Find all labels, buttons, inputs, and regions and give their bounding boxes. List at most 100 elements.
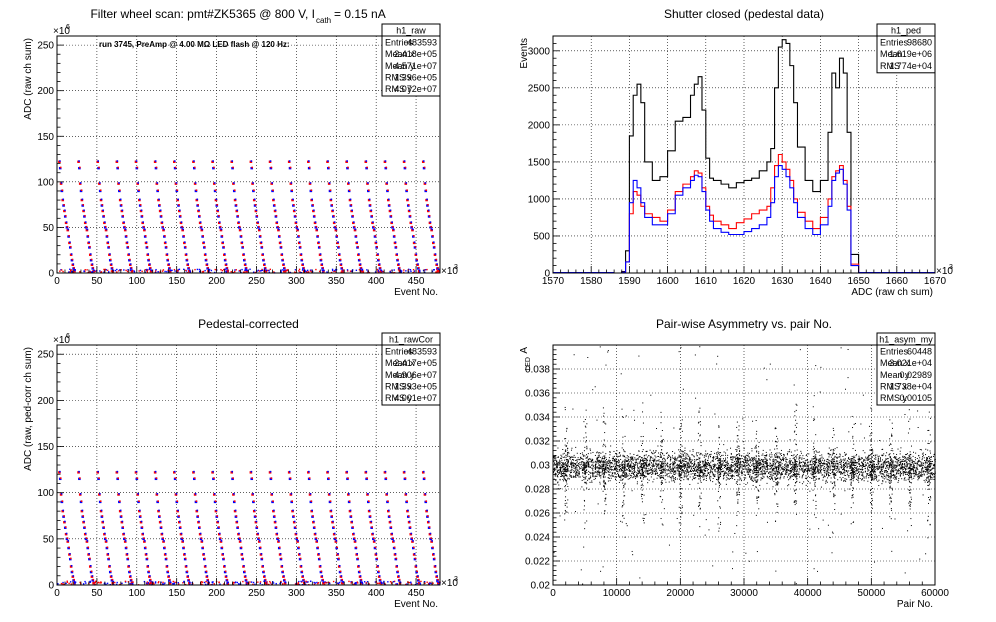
data-point — [651, 473, 653, 475]
x-tick-label: 200 — [208, 588, 225, 599]
y-tick-label: 500 — [533, 231, 550, 242]
data-point — [155, 268, 157, 271]
data-point — [648, 473, 650, 475]
data-point — [766, 466, 768, 468]
data-point — [583, 465, 585, 467]
data-point — [625, 468, 627, 470]
data-point — [802, 466, 804, 468]
data-point — [339, 570, 342, 573]
data-point — [594, 471, 596, 473]
data-point — [883, 453, 885, 455]
data-point — [894, 464, 896, 466]
data-point — [906, 465, 908, 467]
y-tick-label: 2500 — [528, 83, 551, 94]
data-point — [346, 470, 348, 473]
data-point — [921, 453, 923, 455]
data-point — [863, 480, 865, 482]
data-point — [836, 463, 838, 465]
data-point — [310, 269, 312, 271]
data-point — [200, 225, 203, 228]
data-point — [683, 473, 685, 475]
data-point — [778, 473, 780, 475]
data-point — [670, 476, 672, 478]
data-point — [899, 475, 901, 477]
data-point — [628, 466, 630, 468]
data-point — [646, 473, 648, 475]
data-point — [406, 583, 408, 585]
data-point — [783, 466, 785, 468]
data-point — [896, 462, 898, 464]
data-point — [251, 166, 254, 169]
data-point — [904, 464, 906, 466]
data-point — [699, 471, 701, 473]
data-point — [670, 463, 672, 465]
data-point — [776, 455, 778, 457]
x-tick-label: 200 — [208, 276, 225, 287]
data-point — [896, 465, 898, 467]
data-point — [695, 470, 697, 472]
data-point — [434, 565, 437, 567]
data-point — [613, 450, 615, 452]
data-point — [627, 478, 629, 480]
data-point — [664, 461, 666, 463]
data-point — [909, 464, 911, 466]
data-point — [263, 258, 265, 261]
data-point — [665, 464, 667, 466]
data-point — [263, 580, 265, 583]
data-point — [599, 473, 601, 475]
data-point — [875, 457, 877, 459]
data-point — [624, 474, 626, 476]
data-point — [418, 578, 420, 581]
data-point — [866, 473, 868, 475]
data-point — [271, 182, 273, 184]
data-point — [624, 464, 626, 466]
data-point — [868, 456, 870, 458]
data-point — [740, 480, 742, 482]
data-point — [357, 245, 359, 248]
data-point — [654, 455, 656, 457]
data-point — [270, 477, 273, 479]
data-point — [724, 472, 726, 474]
data-point — [185, 565, 188, 567]
data-point — [89, 580, 91, 583]
data-point — [331, 268, 334, 271]
data-point — [252, 583, 254, 586]
data-point — [753, 479, 755, 481]
data-point — [224, 253, 226, 255]
data-point — [199, 270, 201, 273]
data-point — [309, 182, 312, 184]
data-point — [156, 182, 159, 184]
data-point — [69, 241, 71, 243]
data-point — [666, 469, 668, 471]
data-point — [587, 479, 589, 481]
data-point — [580, 456, 582, 458]
data-point — [769, 477, 771, 479]
data-point — [765, 462, 767, 464]
stats-row-label: Entries — [880, 38, 909, 48]
data-point — [701, 466, 703, 468]
data-point — [748, 470, 750, 472]
data-point — [633, 465, 635, 467]
data-point — [826, 470, 828, 472]
data-point — [807, 462, 809, 464]
data-point — [640, 477, 642, 479]
data-point — [608, 457, 610, 459]
data-point — [350, 582, 352, 584]
data-point — [829, 463, 831, 465]
data-point — [162, 269, 165, 271]
data-point — [215, 509, 218, 512]
data-point — [884, 460, 886, 462]
data-point — [857, 479, 859, 481]
data-point — [351, 209, 353, 212]
data-point — [431, 228, 433, 231]
data-point — [214, 268, 216, 271]
data-point — [778, 461, 780, 463]
data-point — [432, 235, 434, 237]
data-point — [906, 471, 908, 473]
data-point — [653, 459, 655, 461]
data-point — [833, 469, 835, 471]
data-point — [107, 553, 110, 555]
data-point — [203, 241, 205, 243]
data-point — [145, 582, 148, 584]
data-point — [838, 471, 840, 473]
